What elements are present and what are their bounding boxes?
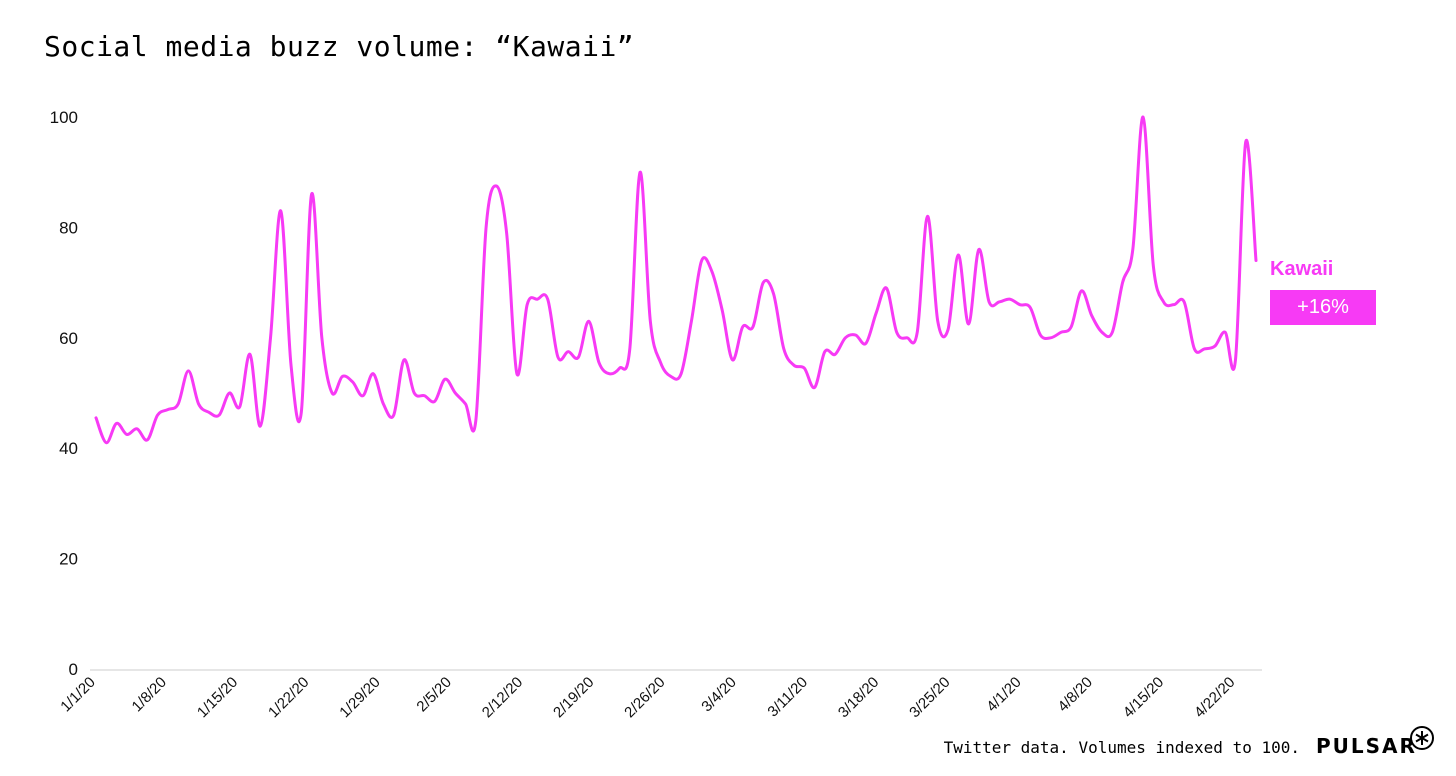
y-tick-label: 20 bbox=[59, 550, 78, 569]
y-axis-ticks: 0 20 40 60 80 100 bbox=[50, 108, 78, 679]
x-tick-label: 1/29/20 bbox=[336, 674, 383, 721]
brand-logo-text: PULSAR bbox=[1316, 734, 1417, 758]
footer-note: Twitter data. Volumes indexed to 100. bbox=[943, 738, 1300, 757]
x-axis-ticks: 1/1/20 1/8/20 1/15/20 1/22/20 1/29/20 2/5/20 2… bbox=[57, 674, 1238, 721]
x-tick-label: 3/18/20 bbox=[835, 674, 882, 721]
x-tick-label: 2/5/20 bbox=[413, 674, 455, 716]
x-tick-label: 2/26/20 bbox=[621, 674, 668, 721]
y-tick-label: 0 bbox=[69, 660, 78, 679]
change-badge: +16% bbox=[1270, 290, 1376, 325]
x-tick-label: 3/4/20 bbox=[698, 674, 740, 716]
y-tick-label: 60 bbox=[59, 329, 78, 348]
asterisk-circle-icon bbox=[1410, 726, 1434, 750]
x-tick-label: 3/11/20 bbox=[764, 674, 811, 721]
x-tick-label: 1/8/20 bbox=[129, 674, 171, 716]
y-tick-label: 100 bbox=[50, 108, 78, 127]
x-tick-label: 1/22/20 bbox=[265, 674, 312, 721]
series-layer bbox=[94, 115, 1258, 445]
y-tick-label: 80 bbox=[59, 218, 78, 237]
x-tick-label: 1/1/20 bbox=[57, 674, 99, 716]
x-tick-label: 2/12/20 bbox=[479, 674, 526, 721]
x-tick-label: 4/1/20 bbox=[983, 674, 1025, 716]
x-tick-label: 4/15/20 bbox=[1120, 674, 1167, 721]
x-tick-label: 4/8/20 bbox=[1055, 674, 1097, 716]
x-tick-label: 2/19/20 bbox=[550, 674, 597, 721]
x-tick-label: 4/22/20 bbox=[1191, 674, 1238, 721]
series-label-kawaii: Kawaii bbox=[1270, 258, 1334, 280]
x-tick-label: 3/25/20 bbox=[906, 674, 953, 721]
chart-title: Social media buzz volume: “Kawaii” bbox=[44, 30, 635, 63]
y-tick-label: 40 bbox=[59, 439, 78, 458]
series-line-kawaii bbox=[94, 115, 1258, 445]
x-tick-label: 1/15/20 bbox=[194, 674, 241, 721]
